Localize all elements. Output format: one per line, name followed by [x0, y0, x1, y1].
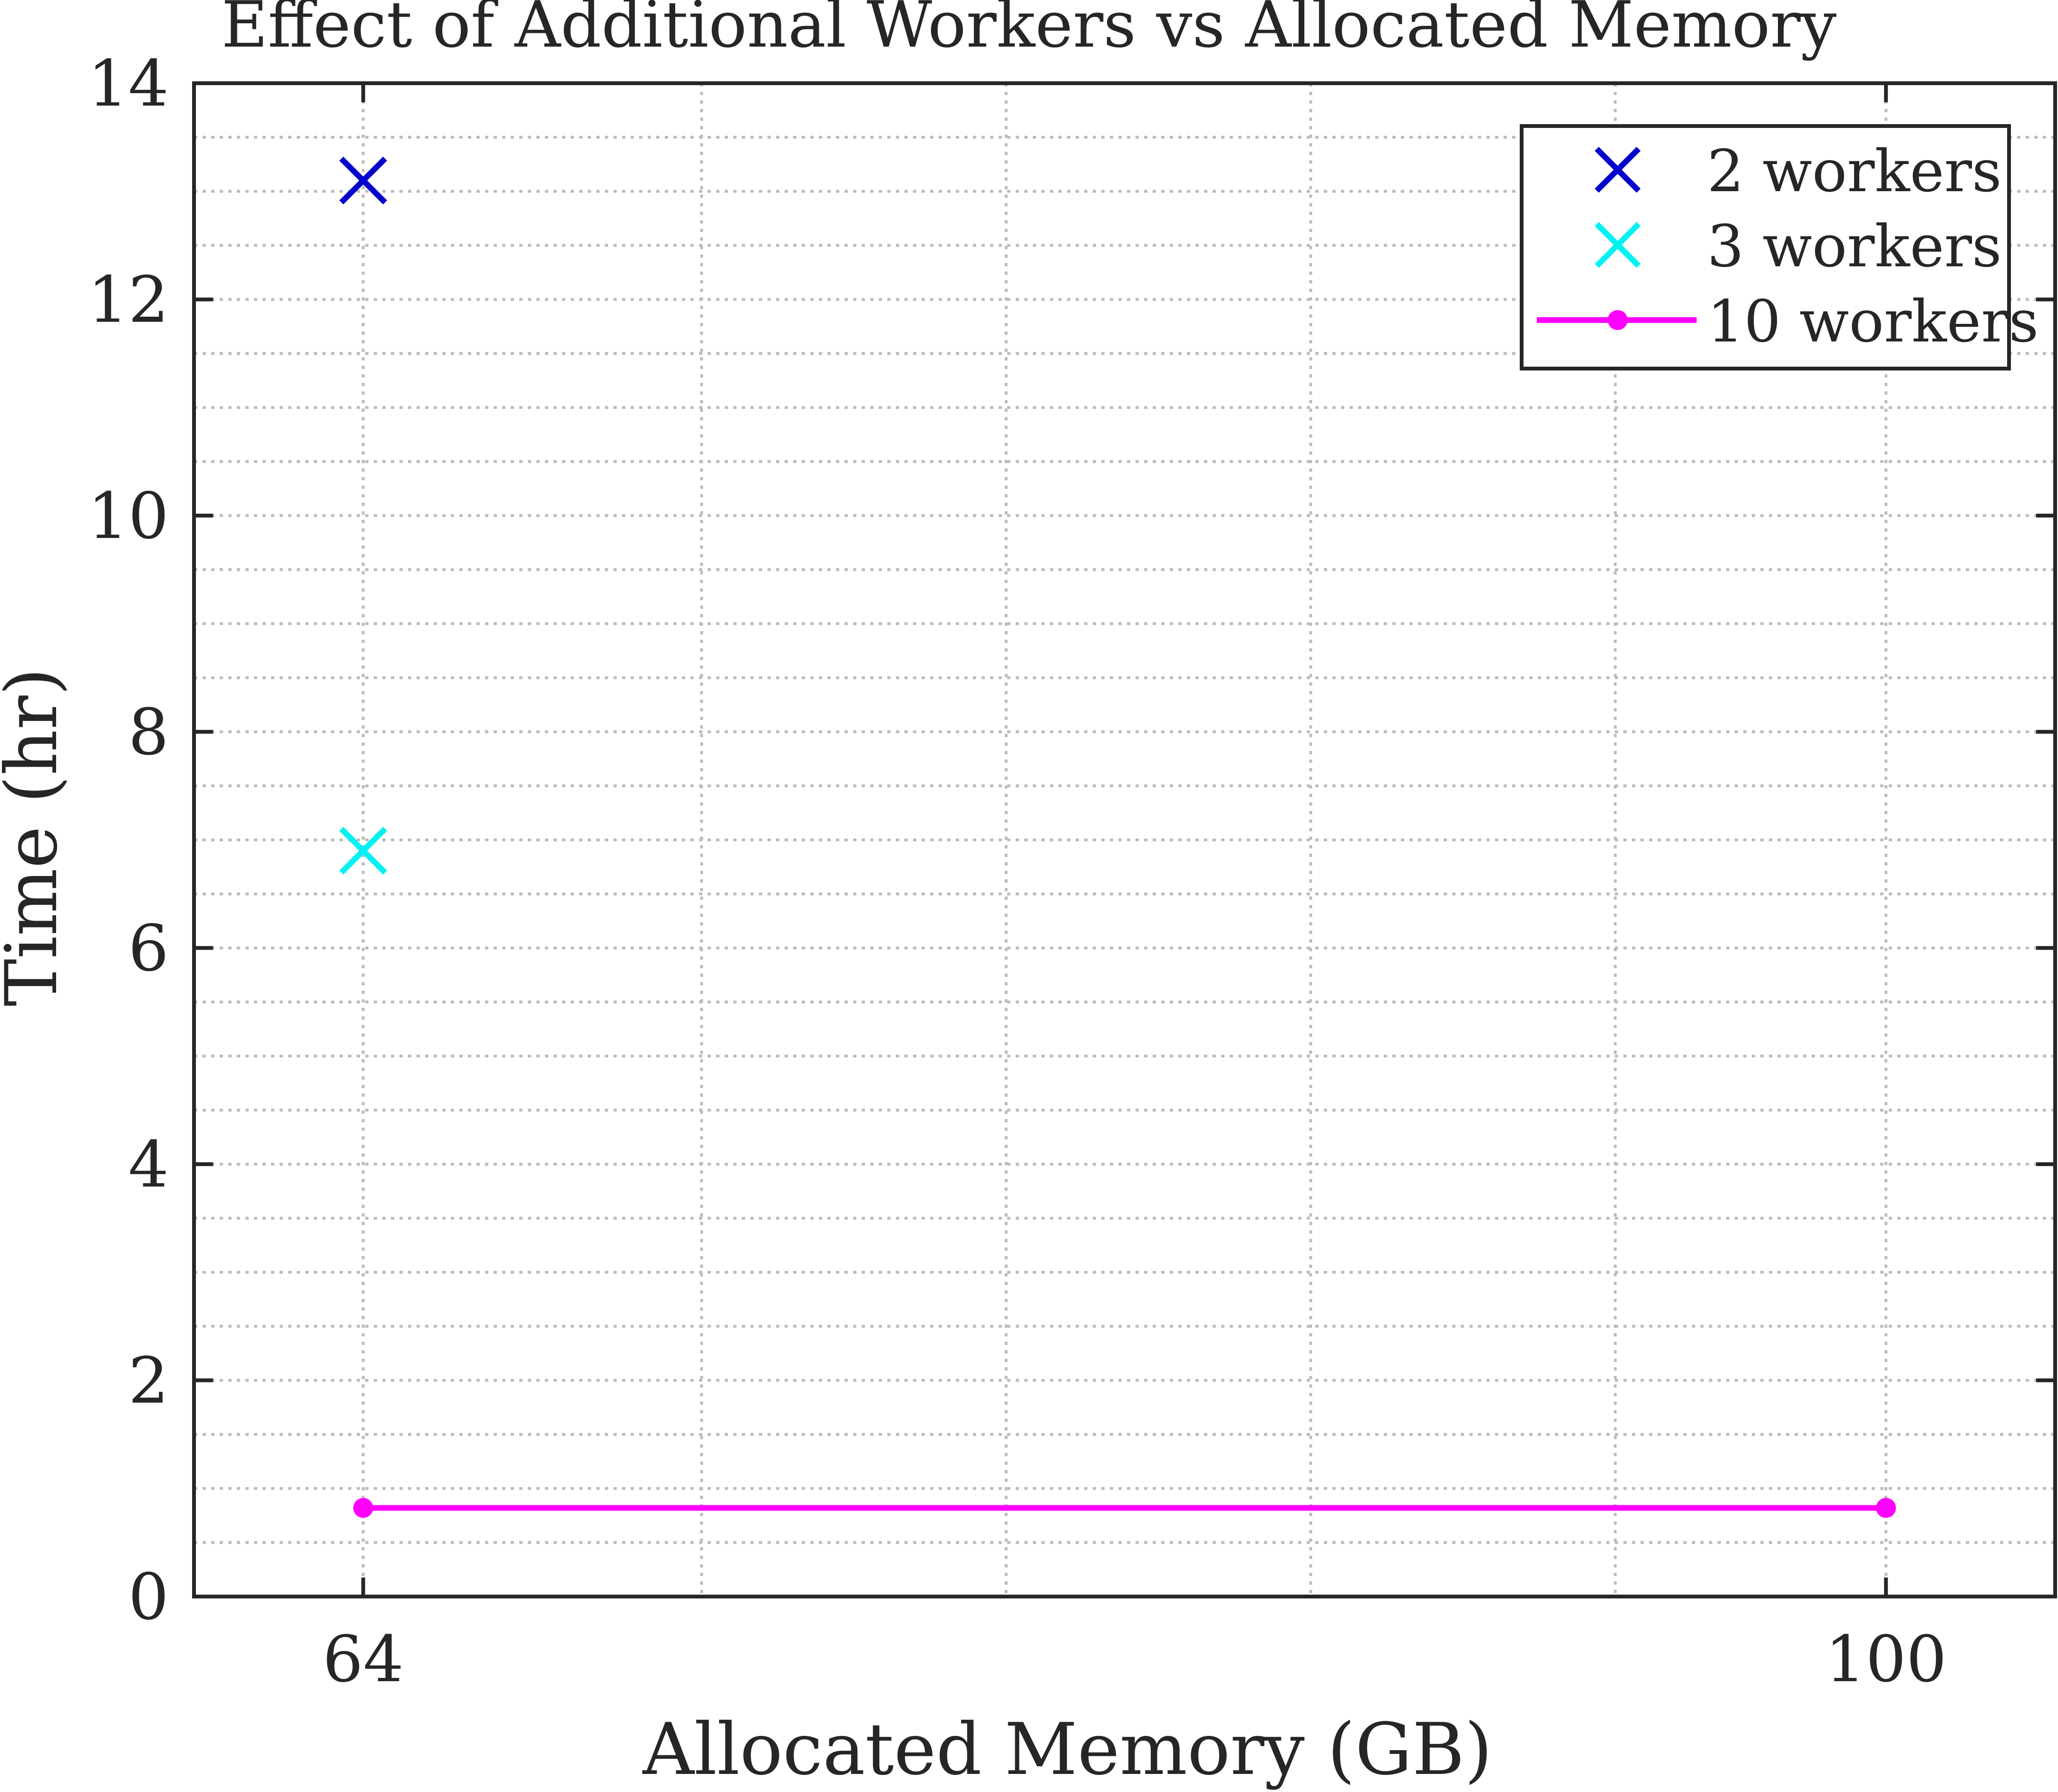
- marker-stroke: [1594, 146, 1641, 193]
- legend-marker: [1594, 222, 1641, 268]
- plot-area-frame: [192, 81, 2057, 1598]
- legend-entry-label: 10 workers: [1707, 288, 2039, 355]
- marker-stroke: [339, 156, 388, 205]
- y-tick-label: 2: [128, 1344, 169, 1418]
- axis-ticks: 0 2 4 6 8 10 12 14 64 100: [87, 47, 2055, 1696]
- marker-stroke: [1594, 222, 1641, 268]
- legend-marker: [1594, 146, 1641, 193]
- data-point: [353, 1498, 373, 1518]
- y-axis-label: Time (hr): [0, 668, 73, 1006]
- data-point: [339, 156, 388, 205]
- y-tick-label: 14: [87, 47, 169, 121]
- series-2: [339, 827, 388, 875]
- y-tick-label: 0: [128, 1560, 169, 1634]
- y-tick-label: 10: [87, 479, 169, 553]
- y-tick-label: 4: [128, 1128, 169, 1202]
- y-tick-label: 8: [128, 695, 169, 769]
- x-axis-label: Allocated Memory (GB): [642, 1708, 1493, 1791]
- x-tick-label: 100: [1825, 1622, 1947, 1696]
- data-point: [339, 827, 388, 875]
- data-series: [339, 156, 1896, 1518]
- legend: 2 workers 3 workers 10 workers: [1520, 124, 2039, 370]
- legend-entry-label: 3 workers: [1707, 213, 2002, 280]
- x-tick-label: 64: [323, 1622, 404, 1696]
- y-tick-label: 12: [87, 263, 169, 337]
- legend-marker: [1608, 310, 1628, 330]
- marker-stroke: [339, 827, 388, 875]
- y-tick-label: 6: [128, 911, 169, 985]
- data-point: [1876, 1498, 1896, 1518]
- chart-title: Effect of Additional Workers vs Allocate…: [222, 0, 1837, 62]
- series-3: [353, 1498, 1896, 1518]
- legend-entry-label: 2 workers: [1707, 137, 2002, 205]
- legend-box: [1520, 124, 2011, 370]
- series-1: [339, 156, 388, 205]
